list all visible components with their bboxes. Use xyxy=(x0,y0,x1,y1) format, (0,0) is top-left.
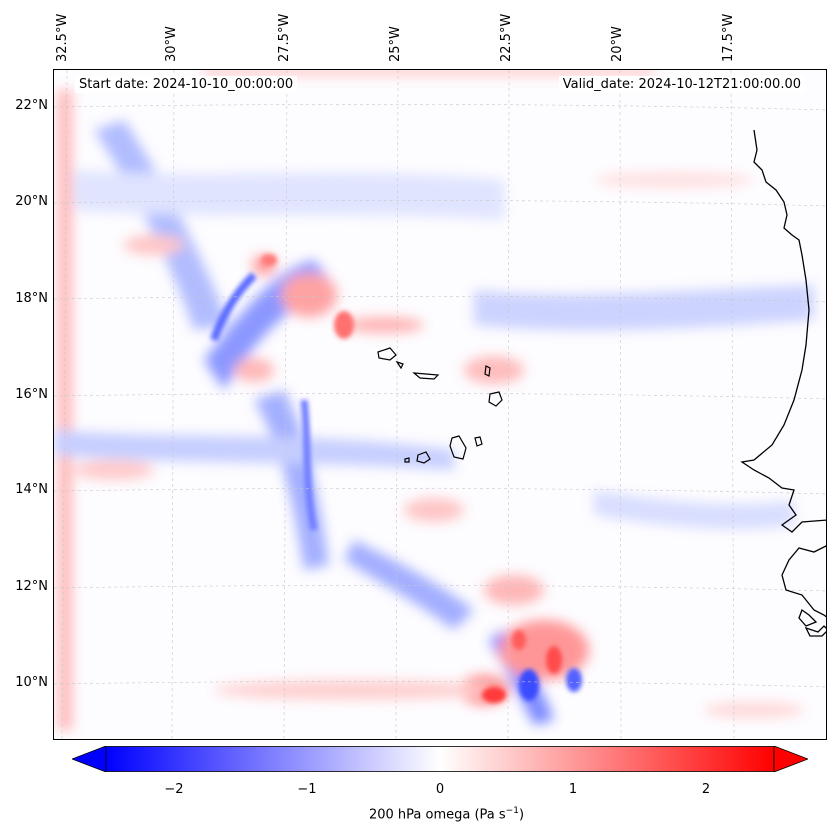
map-panel xyxy=(53,69,827,740)
omega-sharp-features xyxy=(210,254,582,703)
lon-label-32.5w: 32.5°W xyxy=(55,13,70,62)
lon-label-17.5w: 17.5°W xyxy=(721,13,736,62)
west-africa-coast xyxy=(740,129,826,533)
coastlines xyxy=(740,129,826,637)
colorbar-label-text: 200 hPa omega (Pa s xyxy=(368,807,506,823)
colorbar-tick-2: 2 xyxy=(701,782,711,797)
lat-label-10n: 10°N xyxy=(15,675,48,690)
colorbar xyxy=(72,746,808,772)
guinea-bissau-coast xyxy=(781,545,826,618)
bijagos-islands xyxy=(798,608,826,637)
omega-field-map xyxy=(54,70,826,739)
lat-label-18n: 18°N xyxy=(15,291,48,306)
boa-vista-island xyxy=(488,391,503,407)
lon-label-22.5w: 22.5°W xyxy=(499,13,514,62)
lat-label-12n: 12°N xyxy=(15,579,48,594)
sal-island xyxy=(484,365,491,377)
omega-shading xyxy=(54,70,814,730)
colorbar-tick-0: 0 xyxy=(435,782,445,797)
lat-label-16n: 16°N xyxy=(15,387,48,402)
brava-island xyxy=(404,457,410,463)
colorbar-extend-max xyxy=(773,746,808,772)
gridlines xyxy=(54,70,826,739)
santo-antao-island xyxy=(377,347,397,361)
lat-label-20n: 20°N xyxy=(15,194,48,209)
lat-label-14n: 14°N xyxy=(15,482,48,497)
maio-island xyxy=(474,436,483,447)
lat-label-22n: 22°N xyxy=(15,98,48,113)
sao-vicente-island xyxy=(395,360,404,370)
colorbar-gradient xyxy=(105,746,775,772)
santiago-island xyxy=(449,435,467,460)
colorbar-label-exponent: −1 xyxy=(505,806,519,816)
lon-label-30w: 30°W xyxy=(164,26,179,62)
colorbar-tick-neg1: −1 xyxy=(297,782,317,797)
sao-nicolau-island xyxy=(412,372,440,380)
colorbar-tick-neg2: −2 xyxy=(164,782,184,797)
valid-date-label: Valid_date: 2024-10-12T21:00:00.00 xyxy=(558,76,805,93)
lon-label-25w: 25°W xyxy=(388,26,403,62)
lon-label-20w: 20°W xyxy=(610,26,625,62)
colorbar-label-close: ) xyxy=(518,807,525,823)
colorbar-tick-1: 1 xyxy=(568,782,578,797)
colorbar-extend-min xyxy=(72,746,107,772)
colorbar-label: 200 hPa omega (Pa s−1) xyxy=(0,806,837,822)
lon-label-27.5w: 27.5°W xyxy=(277,13,292,62)
fogo-island xyxy=(416,451,431,464)
cape-verde-islands xyxy=(377,347,503,464)
map-background xyxy=(54,70,826,739)
start-date-label: Start date: 2024-10-10_00:00:00 xyxy=(75,76,298,93)
